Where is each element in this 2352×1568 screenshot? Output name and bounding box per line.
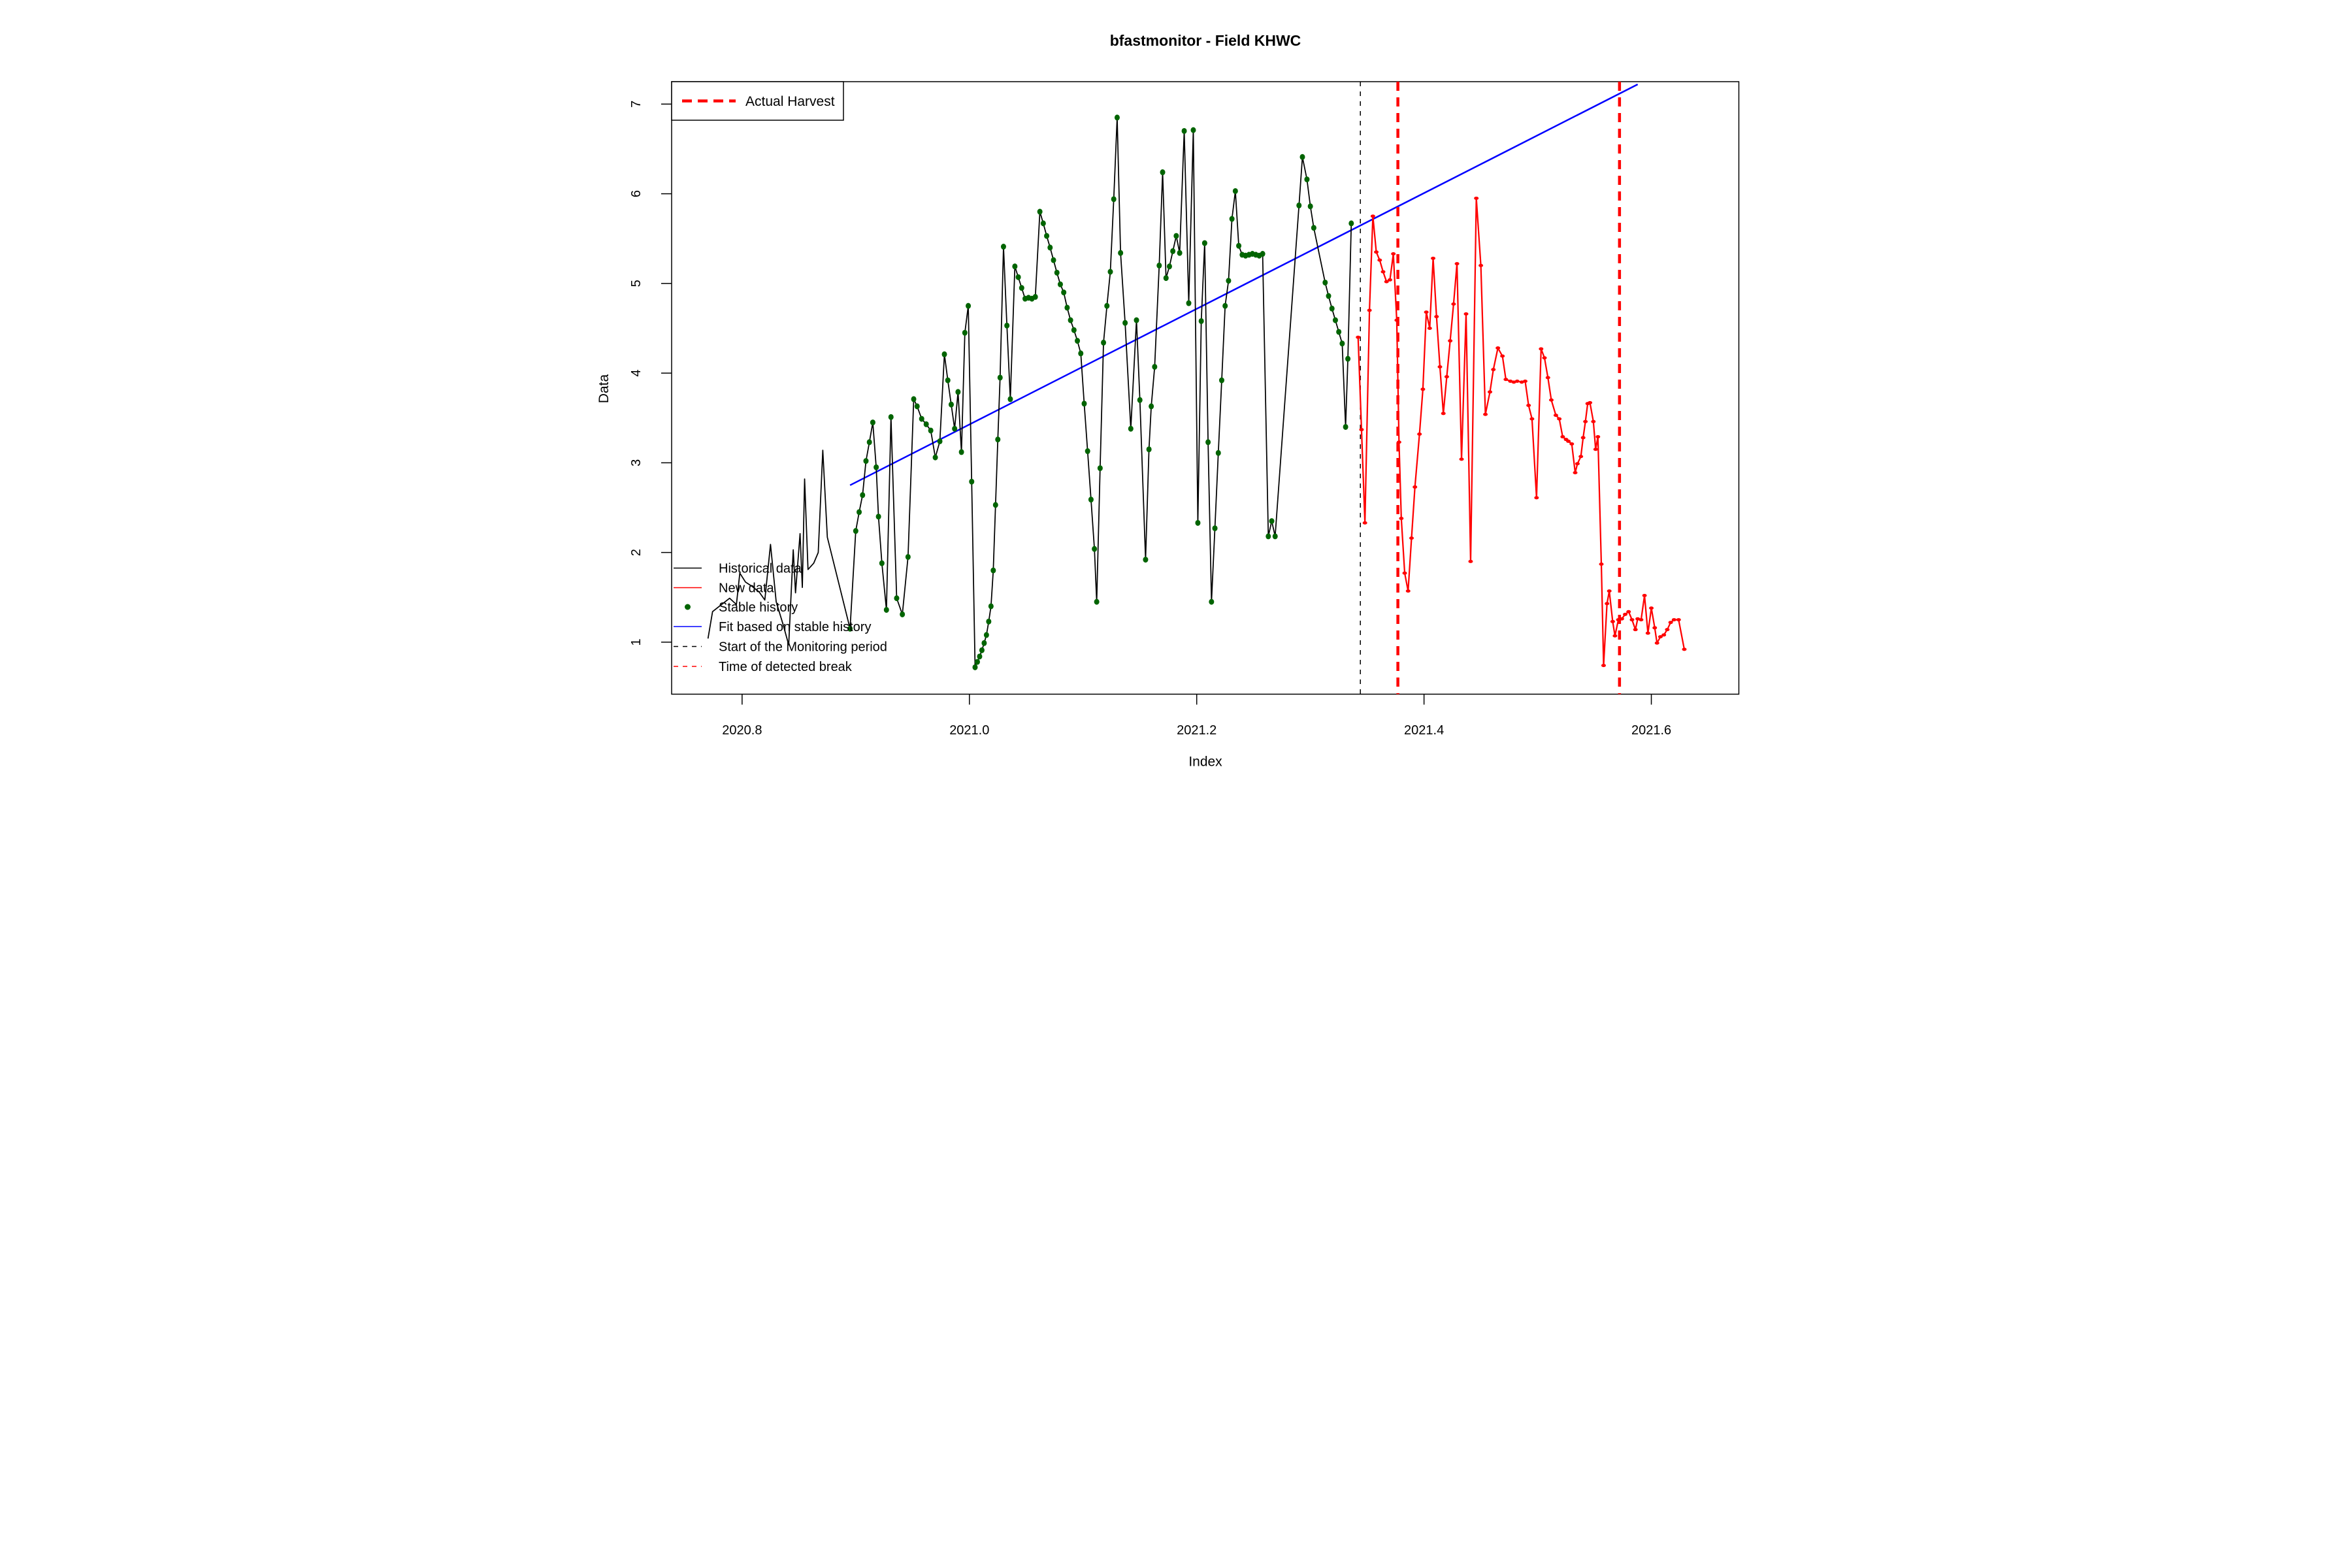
svg-text:2021.0: 2021.0 xyxy=(949,723,989,738)
svg-text:2021.6: 2021.6 xyxy=(1631,723,1671,738)
legend-item-historical-data: Historical data xyxy=(674,562,802,576)
svg-text:4: 4 xyxy=(629,370,644,377)
x-axis-ticks: 2020.8 2021.0 2021.2 2021.4 2021.6 xyxy=(722,694,1671,738)
y-axis-ticks: 1 2 3 4 5 6 7 xyxy=(629,101,672,645)
legend-label: Stable history xyxy=(719,600,798,615)
legend-item-new-data: New data xyxy=(674,581,774,596)
x-axis-label: Index xyxy=(1188,755,1222,770)
plot-border xyxy=(671,81,1740,695)
legend-item-monitoring-start: Start of the Monitoring period xyxy=(674,640,887,655)
svg-text:2021.2: 2021.2 xyxy=(1177,723,1217,738)
legend-label: Time of detected break xyxy=(719,660,853,674)
svg-text:6: 6 xyxy=(629,190,644,197)
svg-text:5: 5 xyxy=(629,280,644,287)
legend-actual-harvest-label: Actual Harvest xyxy=(745,94,835,109)
svg-text:2: 2 xyxy=(629,549,644,556)
fit-line-group xyxy=(849,84,1639,486)
legend-item-detected-break: Time of detected break xyxy=(674,660,853,674)
chart-title: bfastmonitor - Field KHWC xyxy=(1110,32,1301,49)
chart-background xyxy=(588,0,1764,784)
svg-text:3: 3 xyxy=(629,459,644,466)
chart-canvas: bfastmonitor - Field KHWC 2020.8 2021.0 20… xyxy=(588,0,1764,784)
y-axis-label: Data xyxy=(596,374,612,404)
svg-text:2021.4: 2021.4 xyxy=(1404,723,1444,738)
legend-label: New data xyxy=(719,581,774,596)
legend-label: Historical data xyxy=(719,562,802,576)
svg-text:7: 7 xyxy=(629,101,644,108)
legend-item-stable-history: Stable history xyxy=(685,600,798,615)
new-data-series xyxy=(1356,196,1687,668)
svg-text:2020.8: 2020.8 xyxy=(722,723,762,738)
stable-history-dot-sample xyxy=(685,604,691,610)
legend-actual-harvest: Actual Harvest xyxy=(671,81,844,121)
legend-label: Start of the Monitoring period xyxy=(719,640,887,655)
bfastmonitor-chart: bfastmonitor - Field KHWC 2020.8 2021.0 20… xyxy=(588,0,1764,784)
stable-history-dots xyxy=(847,114,1354,670)
legend-bottom: Historical data New data Stable history … xyxy=(674,562,887,674)
legend-label: Fit based on stable history xyxy=(719,620,871,634)
legend-item-fit: Fit based on stable history xyxy=(674,620,871,634)
svg-text:1: 1 xyxy=(629,638,644,645)
